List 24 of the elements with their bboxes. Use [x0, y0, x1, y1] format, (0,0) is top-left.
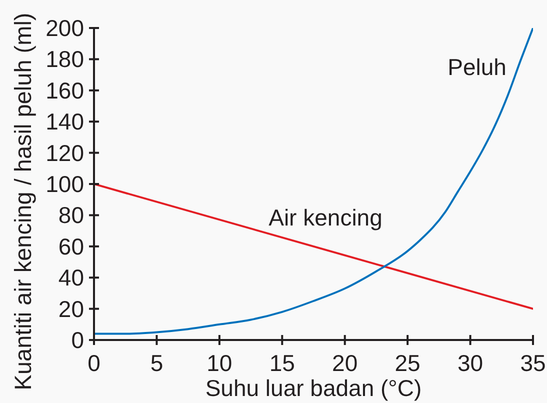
y-tick-label: 160 — [46, 77, 84, 104]
x-tick-label: 0 — [88, 350, 100, 376]
y-tick-label: 120 — [46, 140, 84, 166]
y-tick-label: 20 — [58, 296, 84, 322]
x-tick-label: 25 — [394, 350, 420, 376]
x-tick-label: 5 — [150, 350, 164, 376]
x-tick-label: 15 — [269, 350, 295, 376]
x-axis-title: Suhu luar badan (°C) — [205, 375, 422, 401]
x-tick-label: 35 — [520, 350, 546, 376]
series-label: Peluh — [448, 54, 506, 80]
line-series — [94, 28, 533, 335]
y-tick-label: 80 — [58, 202, 84, 228]
series-label: Air kencing — [268, 204, 382, 230]
y-tick-label: 60 — [58, 233, 84, 260]
x-tick-label: 20 — [332, 350, 358, 376]
y-tick-label: 180 — [46, 46, 84, 72]
y-tick-label: 200 — [46, 15, 84, 41]
y-axis-title: Kuantiti air kencing / hasil peluh (ml) — [10, 12, 36, 390]
x-tick-label: 10 — [206, 350, 232, 376]
x-tick-label: 30 — [457, 350, 484, 376]
y-tick-label: 140 — [46, 108, 84, 135]
y-tick-label: 0 — [71, 327, 84, 353]
y-tick-label: 100 — [46, 171, 84, 197]
y-tick-label: 40 — [58, 264, 84, 291]
